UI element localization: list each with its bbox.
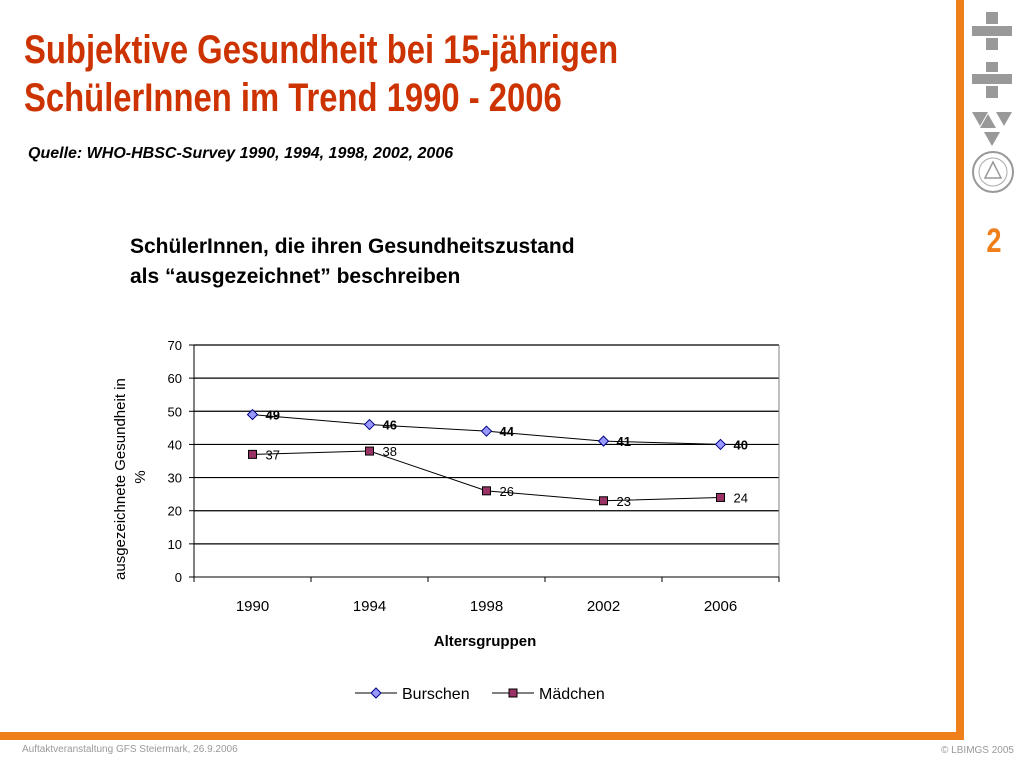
y-tick-label: 50 bbox=[168, 404, 182, 419]
x-tick-label: 1994 bbox=[353, 598, 386, 615]
slide-title-line2: SchülerInnen im Trend 1990 - 2006 bbox=[24, 76, 562, 120]
data-point-marker bbox=[716, 492, 725, 502]
orange-vertical-rule bbox=[956, 0, 964, 740]
data-label: 46 bbox=[383, 418, 397, 433]
legend-item-0: Burschen bbox=[355, 686, 470, 703]
chart-x-axis: 1990 1994 1998 2002 2006 bbox=[193, 576, 780, 615]
data-point-marker bbox=[597, 435, 610, 447]
data-label: 23 bbox=[617, 494, 631, 509]
chart-title: SchülerInnen, die ihren Gesundheitszusta… bbox=[130, 232, 770, 292]
series-1: 37 38 26 23 24 bbox=[248, 444, 748, 509]
legend-label: Burschen bbox=[402, 686, 470, 703]
data-label: 38 bbox=[383, 444, 397, 459]
institute-logo bbox=[972, 12, 1014, 193]
data-label: 49 bbox=[266, 408, 280, 423]
data-point-marker bbox=[599, 496, 608, 506]
chart-title-line2: als “ausgezeichnet” beschreiben bbox=[130, 265, 461, 288]
x-axis-label: Altersgruppen bbox=[434, 633, 537, 650]
legend-label: Mädchen bbox=[539, 686, 605, 703]
data-point-marker bbox=[508, 688, 518, 698]
chart-series: 49 46 44 41 40 37 38 26 23 24 bbox=[246, 408, 748, 509]
y-tick-label: 30 bbox=[168, 471, 182, 486]
orange-horizontal-rule bbox=[0, 732, 964, 740]
y-tick-label: 60 bbox=[168, 371, 182, 386]
series-0: 49 46 44 41 40 bbox=[246, 408, 748, 452]
x-tick-label: 1990 bbox=[236, 598, 269, 615]
data-point-marker bbox=[480, 425, 493, 437]
data-point-marker bbox=[365, 446, 374, 456]
data-label: 40 bbox=[734, 437, 748, 452]
y-tick-label: 20 bbox=[168, 504, 182, 519]
footer-copyright: © LBIMGS 2005 bbox=[941, 745, 1014, 756]
x-tick-label: 2002 bbox=[587, 598, 620, 615]
slide-title: Subjektive Gesundheit bei 15-jährigen Sc… bbox=[24, 26, 762, 122]
data-label: 44 bbox=[500, 424, 515, 439]
chart-y-axis: 0 10 20 30 40 50 60 70 bbox=[168, 338, 195, 585]
source-note: Quelle: WHO-HBSC-Survey 1990, 1994, 1998… bbox=[28, 145, 454, 162]
data-point-marker bbox=[363, 418, 376, 431]
y-tick-label: 10 bbox=[168, 537, 182, 552]
chart-gridlines bbox=[194, 344, 780, 577]
data-label: 41 bbox=[617, 434, 631, 449]
data-label: 26 bbox=[500, 484, 514, 499]
data-label: 24 bbox=[734, 490, 748, 505]
page-number: 2 bbox=[986, 222, 1002, 260]
data-label: 37 bbox=[266, 447, 280, 462]
legend-item-1: Mädchen bbox=[492, 686, 605, 703]
data-point-marker bbox=[714, 438, 727, 451]
data-point-marker bbox=[482, 486, 491, 496]
x-tick-label: 2006 bbox=[704, 598, 737, 615]
data-point-marker bbox=[246, 408, 259, 421]
footer-event-note: Auftaktveranstaltung GFS Steiermark, 26.… bbox=[22, 744, 238, 755]
chart-title-line1: SchülerInnen, die ihren Gesundheitszusta… bbox=[130, 235, 575, 258]
data-point-marker bbox=[370, 687, 382, 699]
y-axis-label: ausgezeichnete Gesundheit in % bbox=[112, 374, 149, 580]
y-axis-label-line2: % bbox=[132, 470, 149, 483]
slide-title-line1: Subjektive Gesundheit bei 15-jährigen bbox=[24, 28, 619, 72]
y-tick-label: 70 bbox=[168, 338, 182, 353]
y-tick-label: 40 bbox=[168, 437, 182, 452]
chart-legend: Burschen Mädchen bbox=[355, 686, 605, 703]
x-tick-label: 1998 bbox=[470, 598, 503, 615]
data-point-marker bbox=[248, 449, 257, 459]
y-tick-label: 0 bbox=[175, 570, 182, 585]
y-axis-label-line1: ausgezeichnete Gesundheit in bbox=[112, 378, 129, 580]
